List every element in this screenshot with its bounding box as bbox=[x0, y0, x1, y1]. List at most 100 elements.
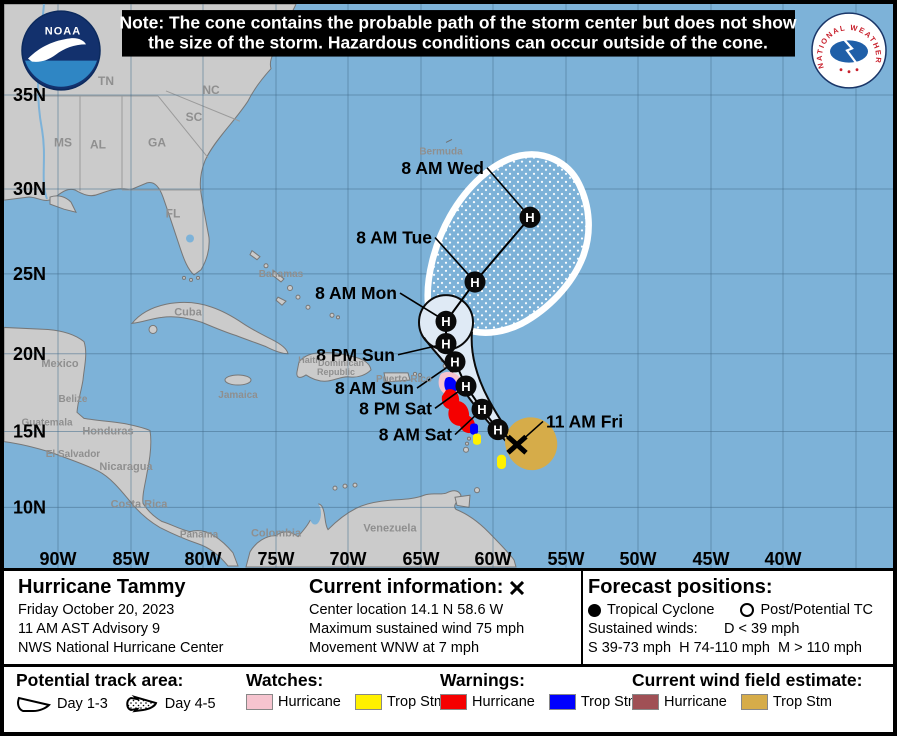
hurricane-watch-label: Hurricane bbox=[278, 694, 341, 710]
sustained-winds-label: Sustained winds: bbox=[588, 620, 698, 637]
geo-label: Venezuela bbox=[363, 523, 417, 535]
forecast-position-marker bbox=[455, 375, 477, 397]
note-banner: Note: The cone contains the probable pat… bbox=[119, 10, 797, 57]
geo-label: Panama bbox=[180, 530, 219, 541]
geo-label: Puerto Rico bbox=[376, 374, 432, 385]
storm-title: Hurricane Tammy bbox=[18, 576, 186, 598]
storm-summary: Hurricane Tammy Friday October 20, 2023 … bbox=[18, 576, 298, 658]
geo-label: MS bbox=[54, 135, 72, 149]
lon-label: 80W bbox=[185, 549, 223, 568]
central-america bbox=[4, 326, 239, 567]
x-marker-icon bbox=[510, 580, 525, 595]
puerto-rico-island bbox=[383, 372, 411, 383]
warnings-group: Warnings: Hurricane Trop Stm bbox=[440, 670, 649, 710]
wind-field-hurricane-label: Hurricane bbox=[664, 694, 727, 710]
geo-label: SC bbox=[186, 110, 203, 124]
post-potential-tc-icon bbox=[740, 603, 755, 618]
geo-labels: TN NC SC MS AL GA FL Bahamas Cuba Mexico Belize Gua… bbox=[21, 74, 463, 541]
geo-label: NC bbox=[202, 83, 220, 97]
mississippi-delta bbox=[49, 195, 77, 213]
track-time-label: 11 AM Fri bbox=[546, 411, 623, 431]
ts-watch-area bbox=[473, 433, 481, 445]
geo-label: Bahamas bbox=[259, 269, 304, 280]
wind-field-group: Current wind field estimate: Hurricane T… bbox=[632, 670, 862, 710]
label-leader-line bbox=[486, 167, 531, 218]
ts-warning-label: Trop Stm bbox=[580, 694, 640, 710]
geo-label: AL bbox=[90, 137, 106, 151]
geo-label: Republic bbox=[317, 367, 355, 377]
lat-label: 35N bbox=[13, 85, 46, 105]
day45-label: Day 4-5 bbox=[164, 696, 216, 712]
hurricane-symbol: H bbox=[477, 402, 486, 417]
note-line1: Note: The cone contains the probable pat… bbox=[119, 12, 796, 32]
lon-label: 75W bbox=[258, 549, 296, 568]
ts-watch-barbados bbox=[497, 454, 506, 469]
lon-label: 60W bbox=[475, 549, 513, 568]
current-information: Current information: Center location 14.… bbox=[309, 576, 574, 658]
info-panel: Hurricane Tammy Friday October 20, 2023 … bbox=[4, 568, 893, 664]
geo-label: FL bbox=[166, 206, 181, 220]
ts-warning-area-south bbox=[470, 423, 478, 435]
track-time-label: 8 AM Tue bbox=[356, 227, 432, 247]
lon-label: 85W bbox=[113, 549, 151, 568]
geo-label: Mexico bbox=[41, 358, 79, 370]
wind-category-m: M > 110 mph bbox=[777, 639, 862, 656]
current-position-marker bbox=[506, 434, 528, 455]
movement: Movement WNW at 7 mph bbox=[309, 639, 480, 656]
geo-label: Cuba bbox=[174, 306, 202, 318]
lat-label: 15N bbox=[13, 422, 46, 442]
forecast-position-marker bbox=[471, 398, 493, 420]
track-time-label: 8 PM Sun bbox=[316, 345, 395, 365]
ts-wind-field bbox=[505, 417, 558, 471]
lat-label: 20N bbox=[13, 344, 46, 364]
hurricane-symbol: H bbox=[441, 336, 450, 351]
trinidad-island bbox=[454, 494, 471, 508]
day13-cone-icon bbox=[17, 696, 51, 712]
forecast-position-marker bbox=[464, 271, 486, 293]
watches-group: Watches: Hurricane Trop Stm bbox=[246, 670, 455, 710]
south-america bbox=[245, 490, 517, 568]
geo-label: GA bbox=[148, 135, 166, 149]
geo-label: Colombia bbox=[251, 528, 302, 540]
tropical-cyclone-icon bbox=[588, 603, 601, 617]
geo-label: Dominican bbox=[318, 358, 364, 368]
lat-label: 30N bbox=[13, 179, 46, 199]
lake-maracaibo bbox=[309, 502, 321, 525]
advisory-number: 11 AM AST Advisory 9 bbox=[18, 620, 161, 637]
track-time-label: 8 AM Wed bbox=[401, 158, 484, 178]
max-sustained-wind: Maximum sustained wind 75 mph bbox=[309, 620, 525, 637]
lightning-bolt-icon bbox=[842, 37, 857, 64]
geo-label: TN bbox=[98, 74, 114, 88]
tropical-cyclone-label: Tropical Cyclone bbox=[607, 602, 715, 618]
geo-label: Haiti bbox=[298, 355, 317, 365]
noaa-gull-icon bbox=[28, 38, 86, 62]
forecast-position-marker bbox=[487, 418, 509, 441]
hurricane-symbol: H bbox=[470, 275, 479, 290]
hurricane-symbol: H bbox=[450, 355, 459, 370]
hurricane-symbol: H bbox=[461, 379, 470, 394]
wind-category-h: H 74-110 mph bbox=[679, 639, 770, 656]
lon-label: 50W bbox=[620, 549, 658, 568]
lon-label: 55W bbox=[548, 549, 586, 568]
forecast-position-marker bbox=[519, 206, 541, 228]
hurricane-warning-swatch bbox=[440, 694, 467, 710]
advisory-date: Friday October 20, 2023 bbox=[18, 602, 175, 618]
forecast-position-marker bbox=[435, 310, 457, 332]
wind-category-d: D < 39 mph bbox=[724, 620, 800, 637]
forecast-positions: Forecast positions: Tropical Cyclone Pos… bbox=[588, 576, 887, 658]
lon-label: 65W bbox=[403, 549, 441, 568]
geo-label: Jamaica bbox=[218, 390, 258, 401]
hurricane-symbol: H bbox=[525, 210, 534, 225]
note-line2: the size of the storm. Hazardous conditi… bbox=[148, 32, 768, 52]
info-divider bbox=[581, 571, 583, 664]
wind-field-header: Current wind field estimate: bbox=[632, 670, 863, 690]
track-time-label: 8 AM Sat bbox=[379, 425, 452, 445]
state-borders bbox=[37, 58, 241, 191]
lat-label: 25N bbox=[13, 264, 46, 284]
jamaica-island bbox=[224, 374, 252, 386]
geo-label: Belize bbox=[59, 394, 88, 405]
watches-header: Watches: bbox=[246, 670, 324, 690]
